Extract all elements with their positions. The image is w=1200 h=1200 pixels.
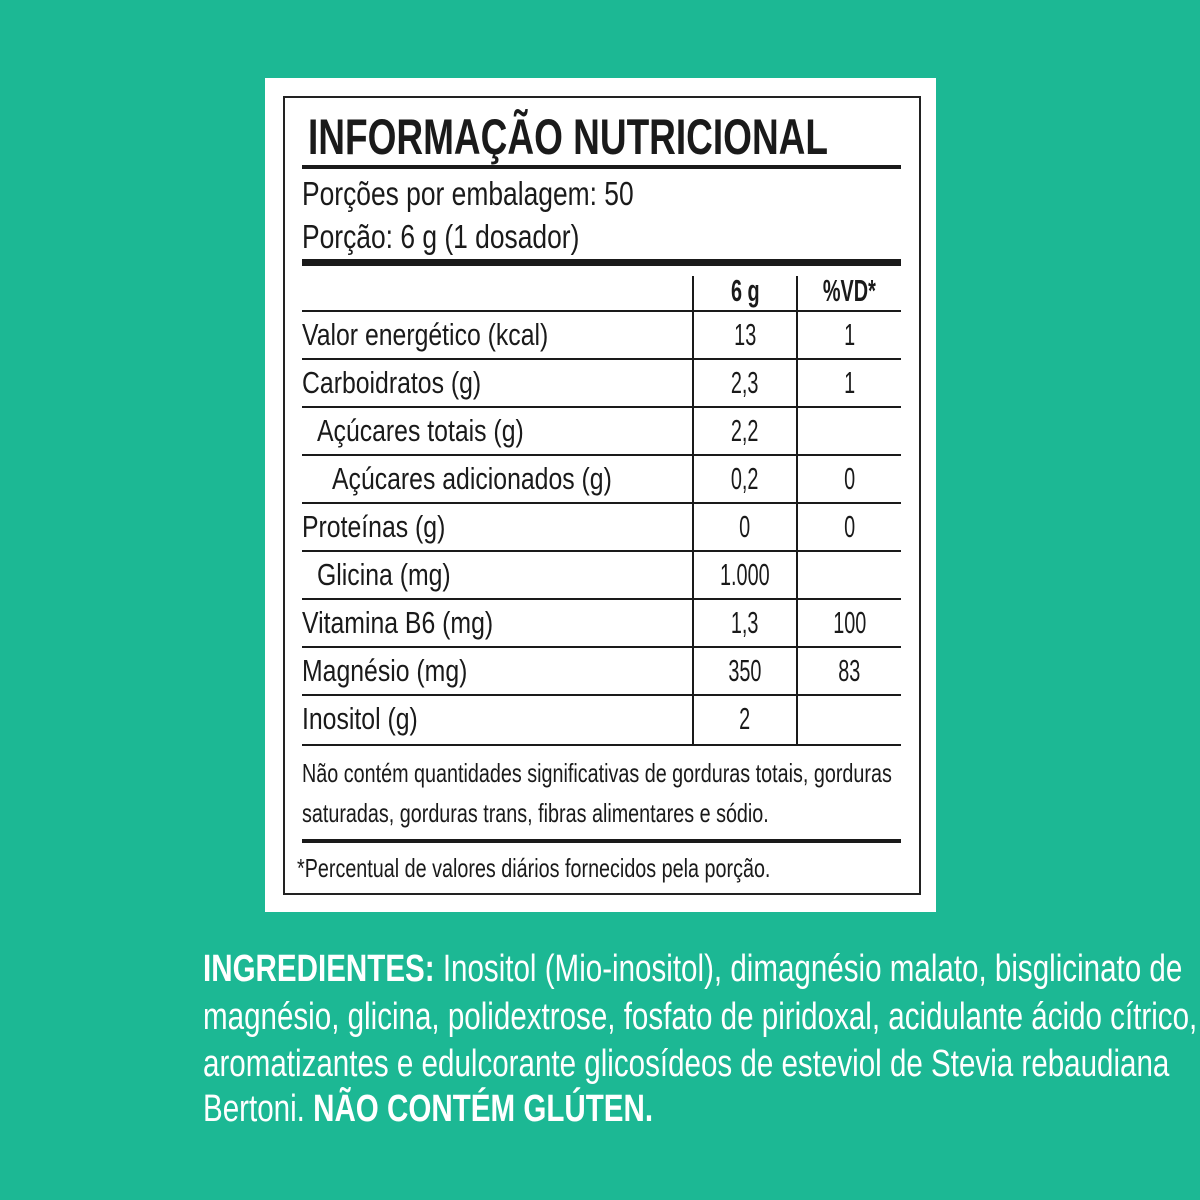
ingredients-heading: INGREDIENTES: xyxy=(203,948,435,990)
note-line: saturadas, gorduras trans, fibras alimen… xyxy=(302,798,769,828)
dv-value: 0 xyxy=(843,461,856,496)
dv-value: 100 xyxy=(832,605,867,640)
nutrient-amount: 1.000 xyxy=(704,559,786,590)
dv-value: 1 xyxy=(843,365,856,400)
gluten-statement: NÃO CONTÉM GLÚTEN. xyxy=(313,1088,654,1130)
note-line: Não contém quantidades significativas de… xyxy=(302,758,892,788)
column-header-dv: %VD* xyxy=(823,273,876,308)
serving-size: Porção: 6 g (1 dosador) xyxy=(302,218,580,255)
label-title: INFORMAÇÃO NUTRICIONAL xyxy=(308,109,829,165)
nutrient-name: Açúcares adicionados (g) xyxy=(332,461,612,496)
divider-thick xyxy=(302,259,901,266)
nutrient-amount: 350 xyxy=(704,655,786,686)
nutrient-amount: 1,3 xyxy=(704,607,786,638)
nutrition-label-panel xyxy=(265,78,936,912)
ingredients-line: Bertoni. NÃO CONTÉM GLÚTEN. xyxy=(203,1090,997,1128)
nutrient-dv: 0 xyxy=(808,463,890,494)
row-divider xyxy=(302,550,901,552)
footnote: *Percentual de valores diários fornecido… xyxy=(297,853,771,883)
ingredients-line: INGREDIENTES: Inositol (Mio-inositol), d… xyxy=(203,948,1182,990)
ingredients-line: magnésio, glicina, polidextrose, fosfato… xyxy=(203,996,1198,1038)
nutrient-amount: 0,2 xyxy=(704,463,786,494)
nutrient-name: Glicina (mg) xyxy=(317,557,451,592)
row-divider xyxy=(302,744,901,746)
row-divider xyxy=(302,694,901,696)
ingredients-text: Bertoni. xyxy=(203,1088,305,1130)
amount-value: 350 xyxy=(728,653,762,688)
divider xyxy=(302,839,901,843)
nutrient-dv: 83 xyxy=(808,655,890,686)
nutrient-amount: 2 xyxy=(704,703,786,734)
row-divider xyxy=(302,358,901,360)
row-divider xyxy=(302,310,901,312)
nutrient-name: Magnésio (mg) xyxy=(302,653,468,688)
nutrient-name: Açúcares totais (g) xyxy=(317,413,524,448)
nutrient-dv xyxy=(808,415,890,446)
amount-value: 0 xyxy=(739,509,751,544)
row-divider xyxy=(302,454,901,456)
divider xyxy=(302,165,901,169)
nutrient-dv: 100 xyxy=(808,607,890,638)
nutrient-dv xyxy=(808,703,890,734)
servings-per-package: Porções por embalagem: 50 xyxy=(302,175,634,212)
amount-value: 0,2 xyxy=(731,461,759,496)
nutrient-dv: 1 xyxy=(808,319,890,350)
nutrient-amount: 0 xyxy=(704,511,786,542)
nutrient-name: Carboidratos (g) xyxy=(302,365,482,400)
amount-value: 1,3 xyxy=(731,605,759,640)
dv-value: 83 xyxy=(838,653,861,688)
dv-value: 0 xyxy=(843,509,856,544)
amount-value: 2,2 xyxy=(731,413,759,448)
nutrient-name: Vitamina B6 (mg) xyxy=(302,605,494,640)
row-divider xyxy=(302,406,901,408)
nutrient-name: Valor energético (kcal) xyxy=(302,317,549,352)
nutrition-label-frame xyxy=(283,96,921,895)
row-divider xyxy=(302,598,901,600)
nutrient-amount: 13 xyxy=(704,319,786,350)
amount-value: 2,3 xyxy=(731,365,759,400)
nutrient-name: Inositol (g) xyxy=(302,701,418,736)
amount-value: 1.000 xyxy=(720,557,770,592)
amount-value: 13 xyxy=(733,317,757,352)
ingredients-text: Inositol (Mio-inositol), dimagnésio mala… xyxy=(442,948,1183,990)
nutrient-dv: 1 xyxy=(808,367,890,398)
column-header-amount: 6 g xyxy=(730,273,760,308)
column-divider xyxy=(692,276,694,745)
row-divider xyxy=(302,646,901,648)
nutrient-amount: 2,2 xyxy=(704,415,786,446)
amount-value: 2 xyxy=(739,701,751,736)
nutrient-amount: 2,3 xyxy=(704,367,786,398)
dv-value: 1 xyxy=(843,317,856,352)
column-divider xyxy=(796,276,798,745)
row-divider xyxy=(302,502,901,504)
nutrient-dv xyxy=(808,559,890,590)
nutrient-name: Proteínas (g) xyxy=(302,509,446,544)
nutrient-dv: 0 xyxy=(808,511,890,542)
ingredients-line: aromatizantes e edulcorante glicosídeos … xyxy=(203,1043,1170,1085)
